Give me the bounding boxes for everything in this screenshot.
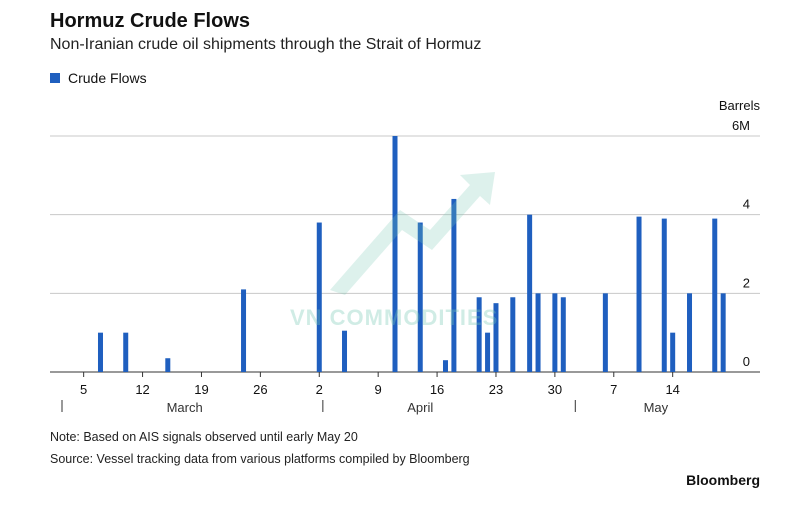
y-tick-label: 4 — [743, 197, 750, 212]
legend-label: Crude Flows — [68, 70, 147, 86]
legend-swatch — [50, 73, 60, 83]
bar — [342, 330, 348, 372]
x-tick-label: 2 — [316, 382, 323, 397]
bar-chart: 0 2 4 6M Barrels 5 12 19 26 2 9 16 23 30 7 14 March April… — [50, 98, 761, 415]
bar — [661, 218, 667, 372]
x-tick-label: 12 — [135, 382, 149, 397]
x-tick-label: 7 — [610, 382, 617, 397]
bar — [720, 293, 726, 372]
x-tick-label: 9 — [375, 382, 382, 397]
bar — [442, 360, 448, 372]
chart-note: Note: Based on AIS signals observed unti… — [50, 430, 358, 444]
bar — [123, 332, 129, 372]
x-tick-label: 16 — [430, 382, 444, 397]
bar — [165, 358, 171, 372]
bar — [712, 218, 718, 372]
chart-source: Source: Vessel tracking data from variou… — [50, 452, 470, 466]
x-tick-label: 19 — [194, 382, 208, 397]
x-tick-label: 14 — [665, 382, 679, 397]
bar — [451, 198, 457, 372]
bar — [687, 293, 693, 372]
bar — [476, 297, 482, 372]
bar — [552, 293, 558, 372]
month-label: April — [407, 400, 433, 415]
x-tick-label: 26 — [253, 382, 267, 397]
chart-title: Hormuz Crude Flows — [50, 10, 251, 32]
bar — [417, 222, 423, 372]
bar — [560, 297, 566, 372]
bloomberg-logo: Bloomberg — [686, 472, 760, 488]
y-tick-label: 2 — [743, 275, 750, 290]
bar — [241, 289, 247, 372]
x-tick-label: 30 — [548, 382, 562, 397]
bar — [316, 222, 322, 372]
bar — [602, 293, 608, 372]
bar — [493, 303, 499, 372]
x-tick-label: 23 — [489, 382, 503, 397]
watermark-text: VN COMMODITIES — [290, 305, 499, 330]
bar — [535, 293, 541, 372]
y-tick-label: 6M — [732, 118, 750, 133]
bar — [392, 136, 398, 372]
bar — [636, 216, 642, 372]
legend: Crude Flows — [50, 70, 147, 86]
y-axis-label: Barrels — [719, 98, 761, 113]
bar — [485, 332, 491, 372]
bar — [510, 297, 516, 372]
chart-subtitle: Non-Iranian crude oil shipments through … — [50, 36, 482, 53]
month-label: March — [167, 400, 203, 415]
bar — [670, 332, 676, 372]
y-tick-label: 0 — [743, 354, 750, 369]
x-tick-label: 5 — [80, 382, 87, 397]
bar — [97, 332, 103, 372]
bar — [527, 214, 533, 372]
watermark-arrow-icon — [330, 172, 495, 295]
month-label: May — [644, 400, 669, 415]
